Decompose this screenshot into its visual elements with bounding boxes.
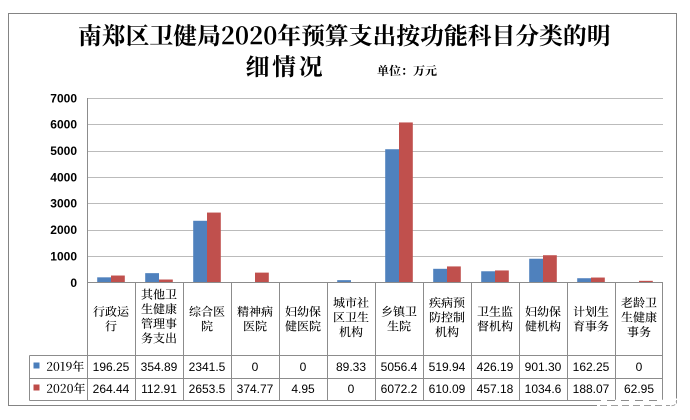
svg-text:0: 0 bbox=[348, 382, 355, 396]
svg-text:1000: 1000 bbox=[50, 249, 77, 263]
svg-text:6072.2: 6072.2 bbox=[381, 382, 418, 396]
svg-text:0: 0 bbox=[300, 360, 307, 374]
svg-text:0: 0 bbox=[70, 276, 77, 290]
svg-text:519.94: 519.94 bbox=[429, 360, 466, 374]
svg-text:1034.6: 1034.6 bbox=[525, 382, 562, 396]
svg-text:7000: 7000 bbox=[50, 91, 77, 105]
svg-text:426.19: 426.19 bbox=[477, 360, 514, 374]
svg-text:610.09: 610.09 bbox=[429, 382, 466, 396]
svg-text:2653.5: 2653.5 bbox=[189, 382, 226, 396]
svg-text:901.30: 901.30 bbox=[525, 360, 562, 374]
svg-text:162.25: 162.25 bbox=[573, 360, 610, 374]
svg-text:2000: 2000 bbox=[50, 223, 77, 237]
svg-text:62.95: 62.95 bbox=[624, 382, 654, 396]
svg-text:264.44: 264.44 bbox=[93, 382, 130, 396]
svg-text:4.95: 4.95 bbox=[291, 382, 315, 396]
svg-text:0: 0 bbox=[636, 360, 643, 374]
svg-text:196.25: 196.25 bbox=[93, 360, 130, 374]
svg-text:188.07: 188.07 bbox=[573, 382, 610, 396]
svg-text:5056.4: 5056.4 bbox=[381, 360, 418, 374]
svg-text:374.77: 374.77 bbox=[237, 382, 274, 396]
svg-text:2341.5: 2341.5 bbox=[189, 360, 226, 374]
svg-text:457.18: 457.18 bbox=[477, 382, 514, 396]
svg-text:112.91: 112.91 bbox=[141, 382, 177, 396]
svg-text:5000: 5000 bbox=[50, 144, 77, 158]
svg-text:4000: 4000 bbox=[50, 170, 77, 184]
svg-text:3000: 3000 bbox=[50, 197, 77, 211]
svg-text:6000: 6000 bbox=[50, 118, 77, 132]
svg-text:354.89: 354.89 bbox=[141, 360, 178, 374]
svg-text:0: 0 bbox=[252, 360, 259, 374]
svg-text:89.33: 89.33 bbox=[336, 360, 366, 374]
